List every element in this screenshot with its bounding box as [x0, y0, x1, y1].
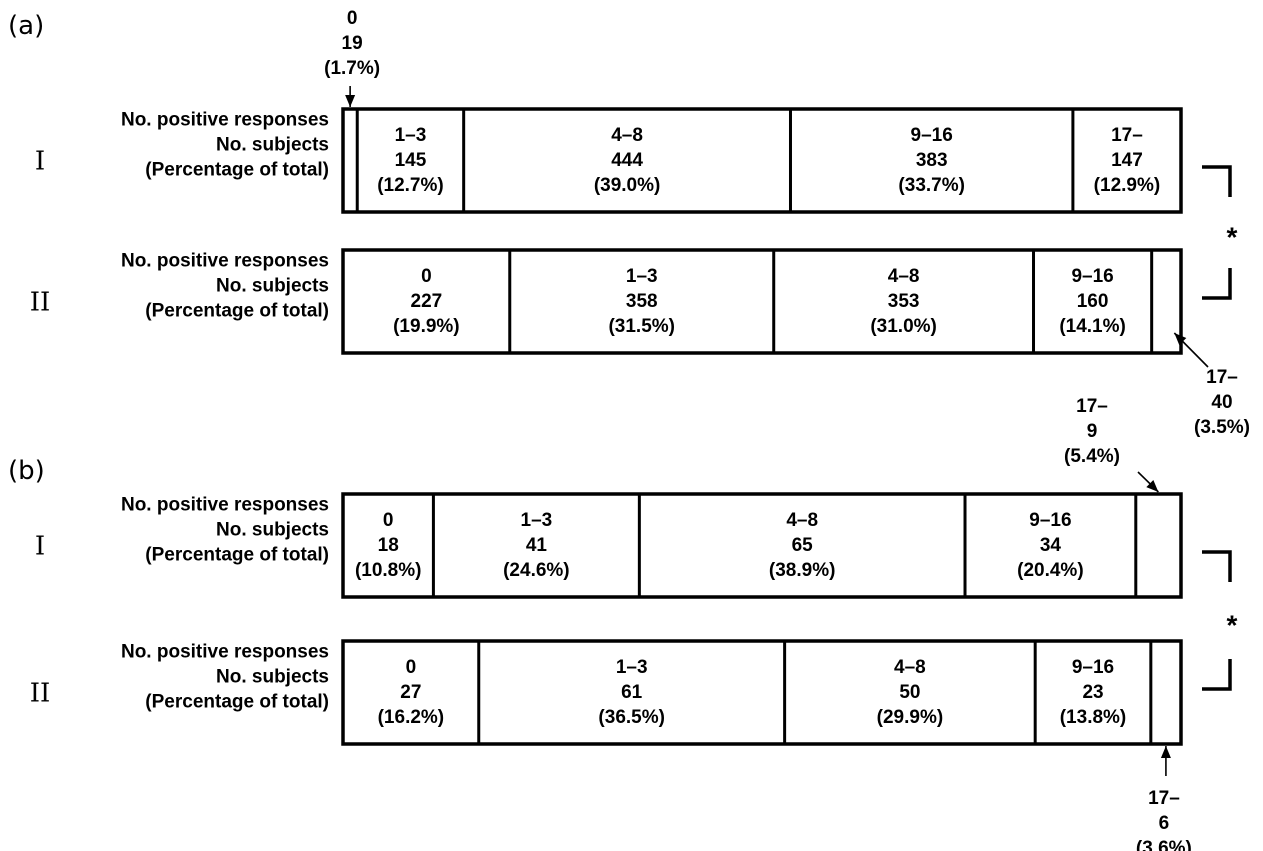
- panel-b-group-i-label: I: [35, 532, 45, 562]
- panel-b-significance-star: *: [1227, 610, 1238, 641]
- panel-b-group-i-segment-2-range-label: 1–3: [521, 510, 553, 531]
- panel-a-group-i-row-label-3: (Percentage of total): [145, 160, 329, 181]
- panel-a-group-ii-segment-1-range-label: 0: [421, 266, 432, 287]
- panel-b-bracket-upper: [1202, 550, 1232, 582]
- panel-a-group-ii-segment-5-count-label: 40: [1211, 392, 1232, 413]
- panel-a-group-i-segment-4-percent-label: (33.7%): [898, 175, 965, 196]
- panel-b-group-i-segment-3-range-label: 4–8: [786, 510, 818, 531]
- panel-b-group-ii-segment-1-percent-label: (16.2%): [378, 707, 445, 728]
- panel-a-group-ii-row-label-1: No. positive responses: [121, 251, 329, 272]
- panel-a-significance-star: *: [1227, 222, 1238, 253]
- panel-b-group-i-segment-5-range-label: 17–: [1076, 396, 1108, 417]
- panel-a-group-ii-segment-3-range-label: 4–8: [888, 266, 920, 287]
- panel-a-group-i-row-label-1: No. positive responses: [121, 110, 329, 131]
- panel-a-group-ii-segment-4-percent-label: (14.1%): [1059, 316, 1126, 337]
- panel-a-group-i-segment-3-percent-label: (39.0%): [594, 175, 661, 196]
- panel-b-group-ii-label: II: [30, 679, 51, 709]
- panel-a-group-i-segment-1-arrow-head: [345, 95, 356, 107]
- panel-a-group-i-segment-2-range-label: 1–3: [395, 125, 427, 146]
- panel-b-group-ii-segment-1-range-label: 0: [406, 657, 417, 678]
- panel-a-group-ii-segment-5-range-label: 17–: [1206, 367, 1238, 388]
- panel-b-group-i-segment-3-percent-label: (38.9%): [769, 560, 836, 581]
- panel-b-group-i-segment-2-count-label: 41: [526, 535, 548, 556]
- panel-b-group-i-segment-4-count-label: 34: [1040, 535, 1062, 556]
- panel-b-group-i-segment-5-percent-label: (5.4%): [1064, 446, 1120, 467]
- panel-a-group-i-segment-5-range-label: 17–: [1111, 125, 1143, 146]
- panel-a-group-ii-segment-2-percent-label: (31.5%): [608, 316, 675, 337]
- panel-a-group-ii-segment-4-range-label: 9–16: [1071, 266, 1113, 287]
- panel-b-label: (b): [8, 456, 45, 486]
- panel-b-group-ii-segment-5-percent-label: (3.6%): [1136, 838, 1192, 851]
- panel-a-group-i-segment-5-percent-label: (12.9%): [1094, 175, 1161, 196]
- panel-a-label: (a): [8, 11, 44, 41]
- panel-a-group-ii-segment-2-count-label: 358: [626, 291, 658, 312]
- panel-a-group-i-segment-3-count-label: 444: [611, 150, 643, 171]
- panel-b-group-i-segment-1-percent-label: (10.8%): [355, 560, 422, 581]
- panel-b-group-ii-segment-2-percent-label: (36.5%): [598, 707, 665, 728]
- panel-b-group-i-row-label-3: (Percentage of total): [145, 545, 329, 566]
- panel-b-group-ii-row-label-3: (Percentage of total): [145, 692, 329, 713]
- panel-a-group-i-segment-1-range-label: 0: [347, 8, 358, 29]
- panel-b-group-i-row-label-2: No. subjects: [216, 520, 329, 541]
- panel-b-group-ii-row-label-2: No. subjects: [216, 667, 329, 688]
- panel-b-bracket-lower: [1202, 659, 1232, 691]
- panel-b-group-i-bar-frame: [341, 492, 1183, 599]
- panel-a-group-ii-row-label-3: (Percentage of total): [145, 301, 329, 322]
- panel-a-group-ii-row-label-2: No. subjects: [216, 276, 329, 297]
- panel-a-group-i-segment-1-count-label: 19: [342, 33, 363, 54]
- panel-b-group-i-segment-1-count-label: 18: [378, 535, 399, 556]
- panel-a-group-ii-segment-3-count-label: 353: [888, 291, 920, 312]
- panel-b-group-ii-segment-5-range-label: 17–: [1148, 788, 1180, 809]
- panel-b-group-i-segment-3-count-label: 65: [792, 535, 814, 556]
- panel-b-group-i-segment-1-range-label: 0: [383, 510, 394, 531]
- panel-a-group-i-label: I: [35, 147, 45, 177]
- panel-a-group-ii-segment-1-percent-label: (19.9%): [393, 316, 460, 337]
- panel-b-group-ii-segment-5-arrow-head: [1160, 746, 1171, 758]
- panel-b-group-ii-row-label-1: No. positive responses: [121, 642, 329, 663]
- panel-a-group-i-segment-4-range-label: 9–16: [911, 125, 953, 146]
- panel-b-group-ii-segment-2-range-label: 1–3: [616, 657, 648, 678]
- panel-b-group-i-segment-4-percent-label: (20.4%): [1017, 560, 1084, 581]
- panel-a-group-ii-segment-1-count-label: 227: [411, 291, 443, 312]
- panel-a-group-i-bar-frame: [341, 107, 1183, 214]
- panel-a-group-ii-segment-2-range-label: 1–3: [626, 266, 658, 287]
- panel-a-bracket-upper: [1202, 165, 1232, 197]
- panel-a-group-ii-segment-5-arrow-head: [1174, 333, 1187, 346]
- panel-b-group-ii-bar-frame: [341, 639, 1183, 746]
- panel-b-group-i-row-label-1: No. positive responses: [121, 495, 329, 516]
- panel-b-group-i-segment-4-range-label: 9–16: [1029, 510, 1071, 531]
- panel-b-group-ii-segment-4-percent-label: (13.8%): [1060, 707, 1127, 728]
- panel-b-group-ii-segment-2-count-label: 61: [621, 682, 643, 703]
- panel-b-group-ii-segment-4-count-label: 23: [1082, 682, 1103, 703]
- panel-b-group-ii-segment-4-range-label: 9–16: [1072, 657, 1114, 678]
- panel-a-group-i-row-label-2: No. subjects: [216, 135, 329, 156]
- panel-a-group-i-segment-4-count-label: 383: [916, 150, 948, 171]
- panel-b-group-ii-segment-3-range-label: 4–8: [894, 657, 926, 678]
- panel-b-group-ii-segment-3-count-label: 50: [899, 682, 920, 703]
- panel-b-group-i-segment-5-count-label: 9: [1087, 421, 1098, 442]
- panel-b-group-i-segment-5-arrow-head: [1146, 480, 1159, 492]
- panel-a-group-i-segment-3-range-label: 4–8: [611, 125, 643, 146]
- panel-a-group-ii-bar-frame: [341, 248, 1183, 355]
- panel-b-group-ii-segment-5-count-label: 6: [1159, 813, 1170, 834]
- panel-a-group-i-segment-5-count-label: 147: [1111, 150, 1143, 171]
- panel-a-group-i-segment-2-count-label: 145: [395, 150, 427, 171]
- panel-b-group-ii-segment-3-percent-label: (29.9%): [877, 707, 944, 728]
- panel-a-group-ii-segment-5-percent-label: (3.5%): [1194, 417, 1250, 438]
- panel-a-group-i-segment-2-percent-label: (12.7%): [377, 175, 444, 196]
- panel-b-group-i-segment-2-percent-label: (24.6%): [503, 560, 570, 581]
- panel-a-bracket-lower: [1202, 268, 1232, 300]
- panel-b-group-ii-segment-1-count-label: 27: [400, 682, 421, 703]
- panel-a-group-i-segment-1-percent-label: (1.7%): [324, 58, 380, 79]
- panel-a-group-ii-segment-4-count-label: 160: [1077, 291, 1109, 312]
- panel-a-group-ii-label: II: [30, 288, 51, 318]
- panel-a-group-ii-segment-3-percent-label: (31.0%): [870, 316, 937, 337]
